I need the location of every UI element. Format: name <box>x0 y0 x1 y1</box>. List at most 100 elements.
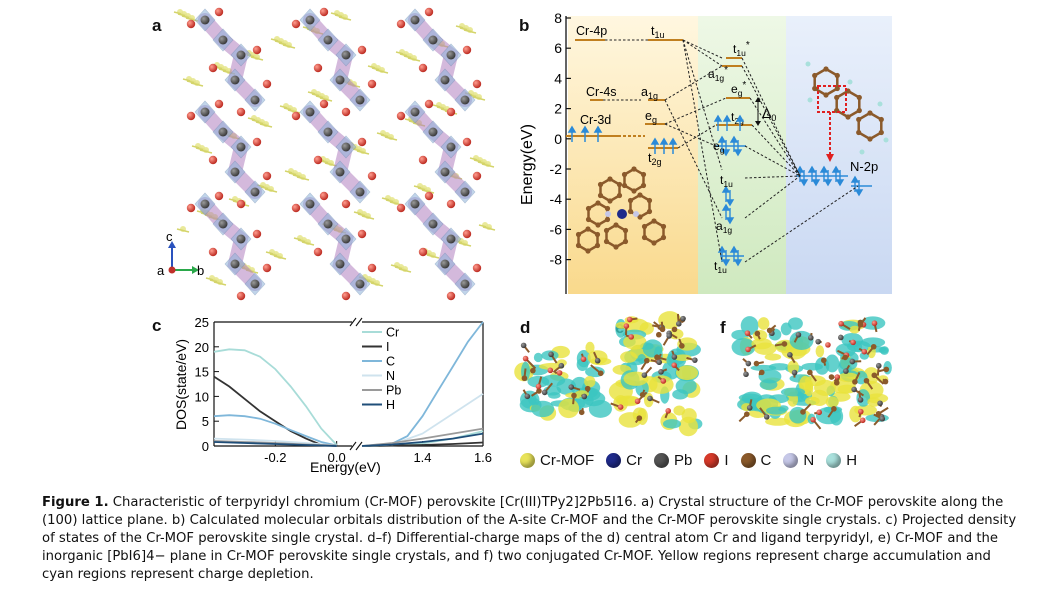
atom-legend-dot <box>704 453 720 468</box>
c-series-lines <box>213 321 484 447</box>
level-t1u-low: t1u <box>714 259 727 275</box>
dos-series-left-n <box>213 437 337 447</box>
level-eg-star: eg* <box>731 80 746 98</box>
mo-region <box>698 16 786 294</box>
c-ytick-label: 25 <box>195 315 209 330</box>
atom-legend-dot <box>653 453 669 468</box>
legend-label-cr: Cr <box>386 326 399 340</box>
dos-series-right-h <box>361 432 484 447</box>
axis-c-label: c <box>166 229 173 244</box>
c-x-ticks: -0.2 0.0 1.4 1.6 <box>264 441 492 465</box>
dos-series-left-h <box>213 441 337 447</box>
level-n2p: N-2p <box>850 159 878 174</box>
charge-map-d <box>514 341 612 421</box>
b-ytick-label: 0 <box>554 131 562 147</box>
b-ytick-label: -4 <box>550 191 563 207</box>
b-y-ticks: 8 6 4 2 0 -2 -4 -6 -8 <box>550 10 571 268</box>
atom-legend-dot <box>606 453 622 468</box>
axis-indicator: c a b <box>157 229 204 278</box>
panel-f-letter: f <box>720 318 726 337</box>
c-xtick-label: 1.6 <box>474 450 492 465</box>
level-t1u-top: t1u <box>651 24 665 40</box>
c-ytick-label: 20 <box>195 340 209 355</box>
atom-legend-dot <box>520 453 535 468</box>
level-t2g: t2g <box>648 151 662 167</box>
dos-series-left-c <box>213 414 337 447</box>
cr3d-electrons <box>567 125 603 142</box>
legend-label-c: C <box>386 355 395 369</box>
c-x-label: Energy(eV) <box>310 459 381 475</box>
atom-legend-label: N <box>803 452 815 469</box>
legend-label-h: H <box>386 398 395 412</box>
dos-series-left-cr <box>213 348 338 446</box>
charge-map-f <box>731 316 892 430</box>
b-ytick-label: -8 <box>550 252 563 268</box>
level-cr3d: Cr-3d <box>580 113 611 127</box>
caption-text: Characteristic of terpyridyl chromium (C… <box>42 495 1017 582</box>
axis-a-label: a <box>157 263 165 278</box>
panel-c-letter: c <box>152 316 162 335</box>
b-ytick-label: 4 <box>554 70 562 86</box>
level-t1u-star: t1u* <box>733 40 750 58</box>
dos-series-left-i <box>213 375 337 447</box>
terpyridine-molecule <box>805 61 889 162</box>
atom-legend-item: N <box>783 452 814 469</box>
atom-legend-label: Pb <box>673 452 693 469</box>
atom-legend-item: Pb <box>653 452 693 469</box>
level-eg-mid: eg <box>713 139 725 155</box>
level-eg: eg <box>645 109 657 125</box>
c-ytick-label: 0 <box>202 439 209 454</box>
cr-mof-molecule <box>575 166 667 254</box>
mo-electrons <box>713 114 872 267</box>
b-ytick-label: 8 <box>554 10 562 26</box>
c-y-ticks: 25 20 15 10 5 0 <box>195 315 219 454</box>
legend-label-n: N <box>386 369 395 383</box>
atom-legend-dot <box>826 453 842 468</box>
atom-legend-item: H <box>826 452 857 469</box>
c-xtick-label: -0.2 <box>264 450 286 465</box>
c-xtick-label: 0.0 <box>328 450 346 465</box>
atom-legend-item: Cr <box>606 452 642 469</box>
atom-legend-dot <box>740 453 756 468</box>
level-cr4p: Cr-4p <box>576 24 607 38</box>
mo-diagram: 8 6 4 2 0 -2 -4 -6 -8 Energy(eV) Cr-4p Cr-4s Cr-… <box>519 10 892 294</box>
atom-legend-item: Cr-MOF <box>520 452 594 469</box>
atom-legend-item: I <box>704 452 729 469</box>
atom-legend-item: C <box>740 452 772 469</box>
legend-label-pb: Pb <box>386 384 401 398</box>
level-a1g-star: a1g* <box>708 65 728 83</box>
atom-legend: Cr-MOF Cr Pb I C N H <box>520 452 869 469</box>
c-ytick-label: 15 <box>195 365 209 380</box>
b-y-label: Energy(eV) <box>519 124 536 205</box>
c-xtick-label: 1.4 <box>413 450 431 465</box>
level-cr4s: Cr-4s <box>586 85 617 99</box>
b-ytick-label: 2 <box>554 101 562 117</box>
atom-legend-label: H <box>846 452 858 469</box>
dos-series-right-c <box>361 321 484 447</box>
panel-b-letter: b <box>519 16 530 35</box>
delta-label: Δ0 <box>762 105 776 123</box>
atom-legend-label: I <box>724 452 729 469</box>
c-ytick-label: 10 <box>195 389 209 404</box>
panel-a-letter: a <box>152 16 162 35</box>
b-ytick-label: -2 <box>550 161 563 177</box>
b-ytick-label: 6 <box>554 40 562 56</box>
c-y-label: DOS(state/eV) <box>173 339 189 430</box>
axis-b-label: b <box>197 263 204 278</box>
atom-legend-label: C <box>760 452 772 469</box>
ligand-region <box>786 16 892 294</box>
level-t1u-mid: t1u <box>720 173 733 189</box>
cr-orbitals-region <box>568 16 698 294</box>
b-ytick-label: -6 <box>550 221 563 237</box>
caption-label: Figure 1. <box>42 495 109 510</box>
t2g-electrons <box>650 137 678 154</box>
charge-map-e <box>608 311 703 437</box>
correlation-lines <box>603 39 859 263</box>
crystal-structure-image <box>173 7 496 301</box>
legend-label-i: I <box>386 340 389 354</box>
panel-d-letter: d <box>520 318 531 337</box>
figure-caption: Figure 1. Characteristic of terpyridyl c… <box>42 494 1022 584</box>
